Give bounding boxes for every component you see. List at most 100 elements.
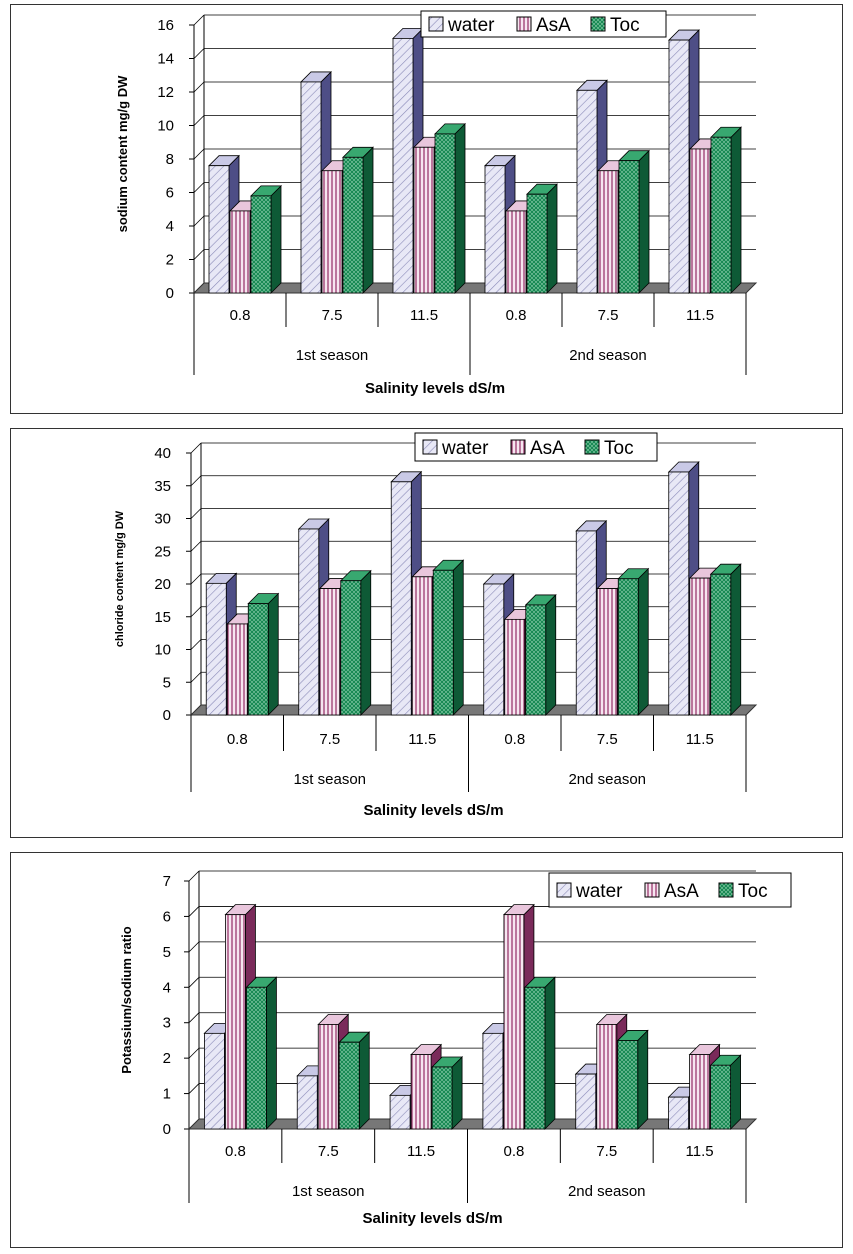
x-tick-label: 7.5 — [319, 731, 340, 748]
x-tick-label: 11.5 — [408, 731, 436, 748]
x-tick-label: 0.8 — [504, 731, 525, 748]
y-tick-label: 5 — [163, 944, 171, 961]
season-label: 1st season — [292, 1183, 365, 1200]
x-tick-label: 7.5 — [596, 1143, 617, 1160]
legend-swatch-water — [428, 16, 444, 32]
season-label: 1st season — [293, 771, 366, 788]
bar-toc-4 — [616, 1029, 649, 1130]
gridline-side — [188, 977, 200, 988]
legend-box — [420, 10, 667, 38]
gridline-side — [193, 182, 205, 193]
y-tick-label: 10 — [157, 118, 174, 135]
gridline-side — [193, 81, 205, 93]
legend-swatch-toc — [590, 16, 606, 32]
legend-swatch-asa — [644, 882, 660, 898]
y-tick-label: 4 — [163, 979, 171, 996]
bar-toc-3 — [523, 976, 556, 1130]
bar-toc-0 — [250, 184, 282, 294]
legend-box — [414, 432, 658, 462]
y-tick-label: 20 — [154, 576, 171, 593]
y-tick-label: 10 — [154, 642, 171, 659]
x-tick-label: 0.8 — [230, 307, 251, 324]
bar-toc-5 — [710, 126, 742, 294]
legend: water AsA Toc — [548, 872, 792, 908]
y-tick-label: 2 — [166, 252, 174, 269]
gridline-side — [193, 115, 205, 126]
gridline-side — [193, 148, 205, 160]
legend-label-asa: AsA — [530, 438, 565, 459]
bar-toc-1 — [342, 146, 374, 294]
season-label: 1st season — [296, 347, 369, 364]
x-tick-label: 7.5 — [597, 731, 618, 748]
bar-toc-0 — [247, 592, 280, 716]
season-label: 2nd season — [569, 347, 647, 364]
x-tick-label: 0.8 — [227, 731, 248, 748]
x-tick-label: 7.5 — [598, 307, 619, 324]
legend-label-toc: Toc — [610, 15, 640, 36]
y-tick-label: 25 — [154, 543, 171, 560]
bar-toc-3 — [526, 183, 558, 294]
x-axis-label: Salinity levels dS/m — [365, 380, 505, 397]
y-tick-label: 35 — [154, 478, 171, 495]
gridline-side — [190, 573, 202, 585]
sodium-chart-panel: 0 2 4 6 8 10 12 14 16 0.8 7.5 11.5 0.8 7.5 11.5 1st sea… — [10, 4, 843, 414]
y-tick-label: 16 — [157, 17, 174, 34]
gridline-side — [190, 508, 202, 519]
y-tick-label: 6 — [163, 908, 171, 925]
gridline-side — [188, 1012, 200, 1023]
y-tick-label: 7 — [163, 873, 171, 890]
y-tick-label: 30 — [154, 511, 171, 528]
gridline-side — [188, 906, 200, 917]
legend-box — [548, 872, 792, 908]
x-axis-label: Salinity levels dS/m — [362, 1210, 502, 1227]
bar-toc-4 — [617, 567, 650, 716]
y-axis-label: chloride content mg/g DW — [114, 510, 126, 647]
x-tick-label: 0.8 — [506, 307, 527, 324]
legend-label-asa: AsA — [664, 881, 699, 902]
gridline-side — [193, 48, 205, 59]
y-tick-label: 0 — [166, 285, 174, 302]
y-tick-label: 0 — [163, 707, 171, 724]
y-tick-label: 3 — [163, 1015, 171, 1032]
x-tick-label: 7.5 — [318, 1143, 339, 1160]
bar-toc-2 — [434, 122, 466, 294]
legend-swatch-toc — [718, 882, 734, 898]
bar-toc-2 — [432, 559, 465, 716]
x-tick-label: 7.5 — [322, 307, 343, 324]
y-tick-label: 0 — [163, 1121, 171, 1138]
legend-label-toc: Toc — [604, 438, 634, 459]
gridline-side — [193, 14, 205, 26]
season-label: 2nd season — [568, 1183, 646, 1200]
y-tick-label: 6 — [166, 185, 174, 202]
bar-toc-5 — [709, 1054, 742, 1130]
legend-label-water: water — [447, 15, 495, 36]
gridline-side — [190, 671, 202, 683]
bar-toc-4 — [618, 149, 650, 294]
potassium-sodium-chart: 0 1 2 3 4 5 6 7 0.8 7.5 11.5 0.8 7.5 11.5 1st season 2n… — [119, 870, 792, 1227]
x-tick-label: 11.5 — [407, 1143, 435, 1160]
gridline-side — [188, 941, 200, 953]
legend-swatch-toc — [584, 439, 600, 455]
potassium-sodium-chart-panel: 0 1 2 3 4 5 6 7 0.8 7.5 11.5 0.8 7.5 11.5 1st season 2n… — [10, 852, 843, 1248]
x-tick-label: 11.5 — [686, 731, 714, 748]
x-tick-label: 11.5 — [410, 307, 438, 324]
y-tick-label: 1 — [163, 1086, 171, 1103]
legend-label-water: water — [441, 438, 489, 459]
bar-toc-1 — [339, 569, 372, 716]
legend-label-toc: Toc — [738, 881, 768, 902]
gridline-side — [188, 1083, 200, 1094]
legend-swatch-asa — [516, 16, 532, 32]
bar-toc-1 — [338, 1031, 371, 1130]
season-label: 2nd season — [568, 771, 646, 788]
x-axis-label: Salinity levels dS/m — [363, 802, 503, 819]
y-tick-label: 40 — [154, 445, 171, 462]
legend: water AsA Toc — [420, 10, 667, 38]
y-tick-label: 14 — [157, 51, 174, 68]
sodium-chart: 0 2 4 6 8 10 12 14 16 0.8 7.5 11.5 0.8 7.5 11.5 1st sea… — [115, 10, 758, 397]
legend-swatch-asa — [510, 439, 526, 455]
y-axis-label: sodium content mg/g DW — [115, 75, 130, 232]
chloride-chart-panel: 0 5 10 15 20 25 30 35 40 0.8 7.5 11.5 0.8 7.5 11.5 1st … — [10, 428, 843, 838]
y-tick-label: 15 — [154, 609, 171, 626]
gridline-side — [188, 1047, 200, 1059]
bar-toc-3 — [524, 593, 557, 716]
